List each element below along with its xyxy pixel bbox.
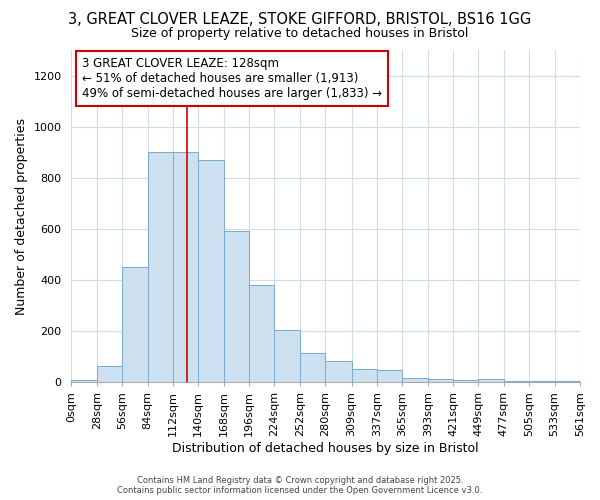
Bar <box>199 160 224 382</box>
Bar <box>504 381 529 382</box>
Bar <box>453 380 478 382</box>
Bar <box>249 285 274 382</box>
Bar <box>428 379 453 382</box>
Y-axis label: Number of detached properties: Number of detached properties <box>15 118 28 314</box>
Bar <box>122 268 148 382</box>
Text: 3, GREAT CLOVER LEAZE, STOKE GIFFORD, BRISTOL, BS16 1GG: 3, GREAT CLOVER LEAZE, STOKE GIFFORD, BR… <box>68 12 532 28</box>
Bar <box>377 370 403 382</box>
X-axis label: Distribution of detached houses by size in Bristol: Distribution of detached houses by size … <box>172 442 479 455</box>
Bar <box>478 379 504 382</box>
Bar <box>325 360 352 382</box>
Bar <box>97 366 122 382</box>
Text: Size of property relative to detached houses in Bristol: Size of property relative to detached ho… <box>131 28 469 40</box>
Bar <box>403 378 428 382</box>
Text: Contains HM Land Registry data © Crown copyright and database right 2025.
Contai: Contains HM Land Registry data © Crown c… <box>118 476 482 495</box>
Bar <box>173 152 199 382</box>
Bar <box>274 330 300 382</box>
Bar <box>224 232 249 382</box>
Bar <box>148 152 173 382</box>
Bar <box>352 369 377 382</box>
Text: 3 GREAT CLOVER LEAZE: 128sqm
← 51% of detached houses are smaller (1,913)
49% of: 3 GREAT CLOVER LEAZE: 128sqm ← 51% of de… <box>82 56 382 100</box>
Bar <box>71 380 97 382</box>
Bar <box>529 381 554 382</box>
Bar <box>554 381 580 382</box>
Bar <box>300 354 325 382</box>
